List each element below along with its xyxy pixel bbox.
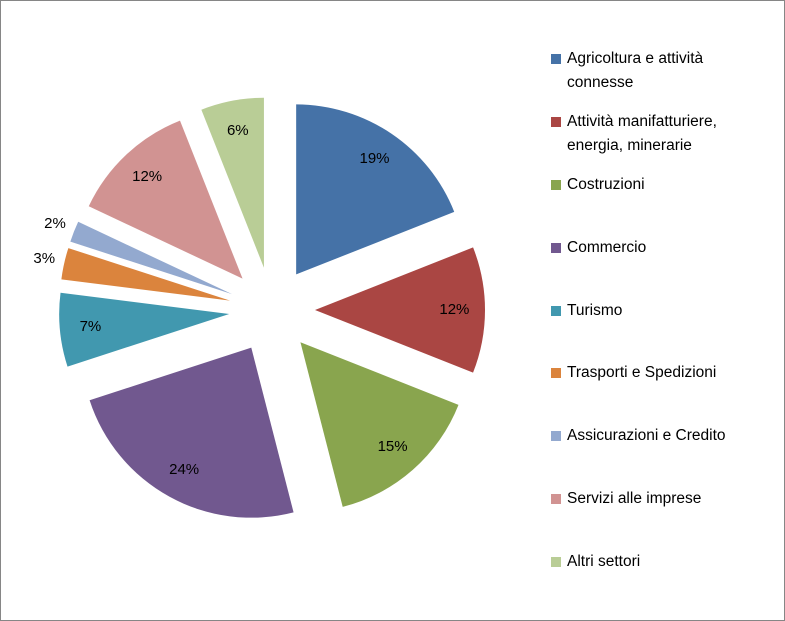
legend-label: Costruzioni — [567, 176, 645, 193]
legend-label: Assicurazioni e Credito — [567, 427, 726, 444]
data-label: 12% — [132, 168, 162, 185]
legend-item: Trasporti e Spedizioni — [551, 361, 716, 385]
pie-slice — [70, 221, 233, 295]
legend-swatch — [551, 243, 561, 253]
data-label: 24% — [169, 461, 199, 478]
pie-slice — [88, 120, 243, 279]
legend-label: Agricoltura e attività connesse — [567, 50, 704, 91]
legend-item: Attività manifatturiere, energia, minerar… — [551, 110, 717, 158]
legend-label: Altri settori — [567, 553, 641, 570]
data-label: 12% — [439, 301, 469, 318]
legend-item: Turismo — [551, 299, 622, 323]
pie-chart: 19% 12% 15% 24% 7% 3% 2% 12% 6% — [33, 97, 486, 518]
pie-slice — [300, 342, 459, 507]
data-label: 2% — [44, 215, 66, 232]
legend-label: Turismo — [567, 302, 623, 319]
data-label: 3% — [33, 250, 55, 267]
data-label: 6% — [227, 122, 249, 139]
pie-slice — [59, 292, 230, 367]
legend-swatch — [551, 494, 561, 504]
legend-swatch — [551, 431, 561, 441]
pie-slice — [296, 104, 455, 275]
legend-item: Agricoltura e attività connesse — [551, 47, 703, 95]
pie-slice — [201, 97, 264, 268]
legend-item: Assicurazioni e Credito — [551, 424, 726, 448]
data-label: 19% — [360, 150, 390, 167]
legend-item: Commercio — [551, 236, 646, 260]
legend-label: Attività manifatturiere, energia, minerar… — [567, 113, 717, 154]
legend-label: Servizi alle imprese — [567, 490, 702, 507]
legend-swatch — [551, 117, 561, 127]
pie-slice — [61, 248, 231, 301]
legend-swatch — [551, 306, 561, 316]
pie-slice — [315, 247, 486, 373]
legend-swatch — [551, 557, 561, 567]
legend-label: Commercio — [567, 239, 647, 256]
legend-swatch — [551, 54, 561, 64]
legend-item: Servizi alle imprese — [551, 487, 701, 511]
legend-item: Costruzioni — [551, 173, 645, 197]
legend-swatch — [551, 368, 561, 378]
legend-label: Trasporti e Spedizioni — [567, 364, 717, 381]
pie-slice — [89, 347, 294, 518]
legend-item: Altri settori — [551, 550, 640, 574]
legend-swatch — [551, 180, 561, 190]
data-label: 15% — [378, 438, 408, 455]
data-label: 7% — [80, 318, 102, 335]
